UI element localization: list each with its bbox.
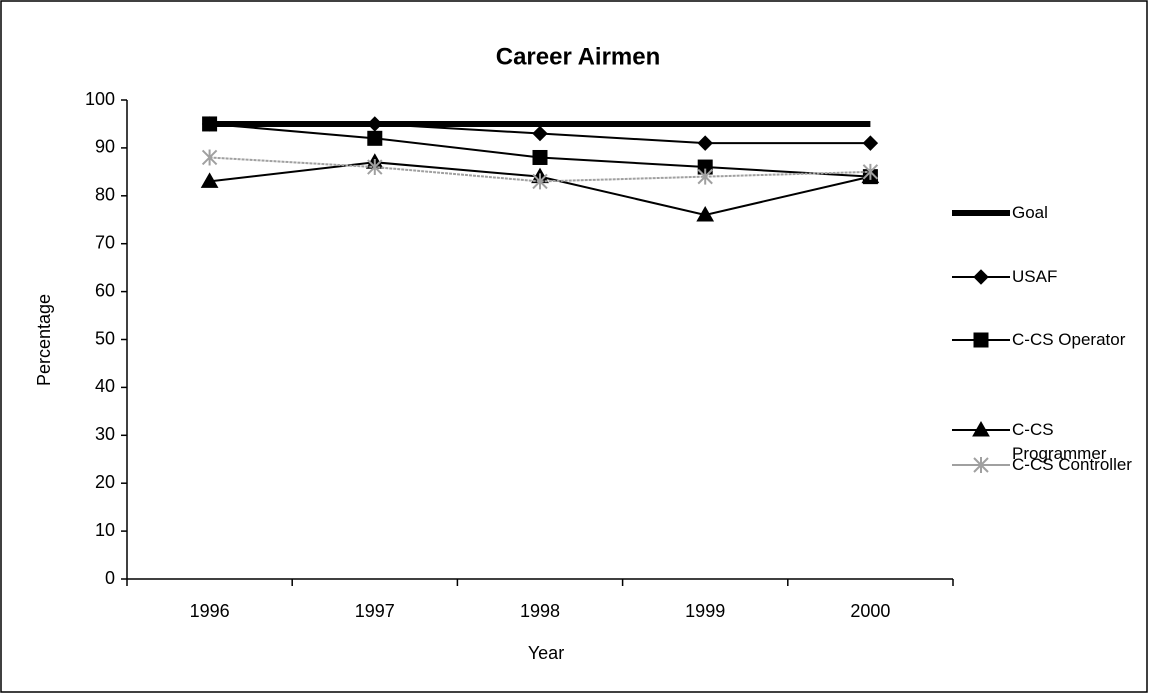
y-tick-label: 80 xyxy=(95,185,115,205)
legend-marker xyxy=(973,269,989,285)
marker-star xyxy=(862,163,879,180)
y-tick-label: 100 xyxy=(85,89,115,109)
legend-label: USAF xyxy=(1012,267,1058,286)
y-tick-label: 90 xyxy=(95,137,115,157)
legend-marker xyxy=(973,457,989,473)
marker-diamond xyxy=(697,135,713,151)
marker-square xyxy=(532,149,548,165)
marker-star xyxy=(532,173,548,190)
marker-star xyxy=(697,168,713,185)
marker-square xyxy=(202,116,218,132)
y-tick-label: 50 xyxy=(95,328,115,348)
x-tick-label: 1998 xyxy=(520,601,560,621)
marker-diamond xyxy=(862,135,879,151)
y-tick-label: 0 xyxy=(105,568,115,588)
legend-label: C-CS Operator xyxy=(1012,330,1126,349)
marker-square xyxy=(367,130,383,146)
y-tick-label: 40 xyxy=(95,376,115,396)
marker-star xyxy=(201,149,218,166)
series-line xyxy=(209,156,871,183)
legend-label: Goal xyxy=(1012,203,1048,222)
y-tick-label: 10 xyxy=(95,520,115,540)
legend-marker xyxy=(973,332,989,348)
x-tick-label: 1997 xyxy=(355,601,395,621)
legend-label: C-CS Programmer xyxy=(1012,420,1107,463)
y-tick-label: 30 xyxy=(95,424,115,444)
y-axis-label: Percentage xyxy=(34,294,54,386)
legend-label: C-CS Controller xyxy=(1012,455,1132,474)
y-tick-label: 70 xyxy=(95,232,115,252)
legend-marker xyxy=(972,420,990,437)
x-tick-label: 1999 xyxy=(685,601,725,621)
marker-triangle xyxy=(200,172,219,188)
y-tick-label: 60 xyxy=(95,280,115,300)
marker-diamond xyxy=(532,125,548,142)
chart-title: Career Airmen xyxy=(496,43,661,70)
x-tick-label: 1996 xyxy=(190,601,230,621)
x-axis-label: Year xyxy=(528,643,564,663)
marker-triangle xyxy=(696,205,715,222)
marker-star xyxy=(367,159,383,176)
x-tick-label: 2000 xyxy=(850,601,890,621)
y-tick-label: 20 xyxy=(95,472,115,492)
